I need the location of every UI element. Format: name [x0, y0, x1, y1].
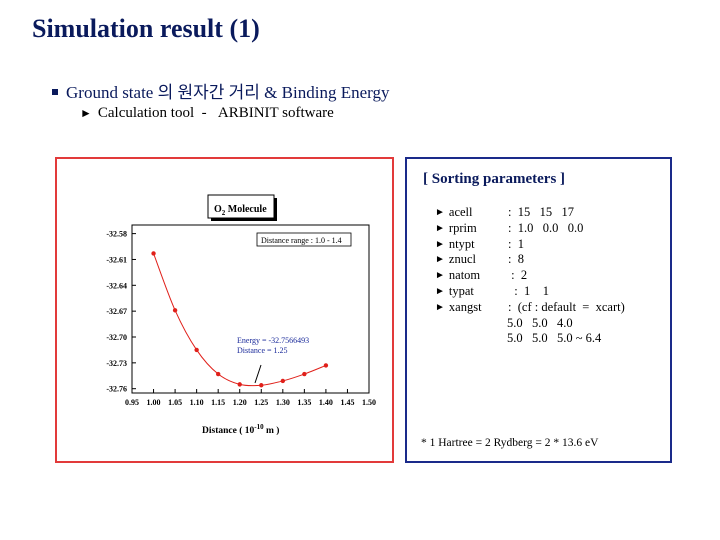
param-key: acell	[448, 205, 473, 219]
param-value: : 8	[504, 252, 525, 267]
x-tick-label: 1.30	[276, 398, 290, 407]
bullet-main: Ground state 의 원자간 거리 & Binding Energy	[52, 78, 389, 103]
param-row: ► natom : 2	[435, 268, 625, 284]
bullet-sub-prefix: Calculation tool	[97, 105, 195, 121]
bullet-sub-dash: -	[201, 105, 207, 121]
data-point	[280, 378, 286, 384]
legend-title-shadow-bottom	[211, 218, 277, 221]
param-extra-value: 5.0 5.0 4.0	[507, 315, 573, 330]
y-tick-label: -32.73	[106, 359, 127, 368]
data-point	[323, 363, 329, 368]
energy-annotation: Energy = -32.7566493	[237, 336, 309, 345]
param-key: xangst	[448, 299, 482, 314]
data-point	[151, 251, 156, 256]
triangle-bullet-icon: ►	[435, 254, 445, 266]
data-point	[259, 383, 264, 388]
param-extra-line: 5.0 5.0 5.0 ~ 6.4	[435, 331, 625, 347]
param-value: : 15 15 17	[504, 205, 575, 219]
x-tick-label: 1.15	[211, 398, 225, 407]
plot-panel: O2 Molecule Distance range : 1.0 - 1.4 -…	[55, 157, 394, 463]
param-row: ► znucl : 8	[435, 252, 625, 268]
plot-frame	[131, 224, 370, 394]
series-points	[151, 251, 329, 388]
x-tick-label: 1.50	[362, 398, 376, 407]
y-tick-label: -32.64	[106, 281, 127, 290]
param-value: : (cf : default = xcart)	[504, 299, 625, 314]
annotation-pointer	[254, 364, 262, 384]
param-key: ntypt	[448, 236, 475, 251]
data-point	[237, 382, 242, 387]
data-point	[194, 347, 199, 353]
bullet-sub: ► Calculation tool - ARBINIT software	[80, 105, 334, 122]
x-axis: 0.95 1.00 1.05 1.10 1.15 1.20 1.25 1.30 1.35 1.40…	[125, 389, 376, 407]
x-tick-label: 1.05	[168, 398, 182, 407]
param-row: ► xangst : (cf : default = xcart)	[435, 300, 625, 316]
param-key: znucl	[448, 252, 476, 267]
bullet-sub-tool: ARBINIT software	[217, 105, 334, 121]
y-tick-label: -32.76	[106, 385, 127, 394]
range-label: Distance range : 1.0 - 1.4	[261, 236, 342, 245]
x-tick-label: 1.25	[254, 398, 268, 407]
unit-note: * 1 Hartree = 2 Rydberg = 2 * 13.6 eV	[421, 437, 599, 449]
x-tick-label: 1.00	[147, 398, 161, 407]
x-tick-label: 1.45	[340, 398, 354, 407]
x-tick-label: 0.95	[125, 398, 139, 407]
param-key: natom	[448, 268, 481, 283]
param-extra-value: 5.0 5.0 5.0 ~ 6.4	[507, 331, 602, 346]
triangle-bullet-icon: ►	[435, 207, 445, 218]
x-tick-label: 1.40	[319, 398, 333, 407]
triangle-bullet-icon: ►	[435, 301, 445, 313]
x-tick-label: 1.10	[190, 398, 204, 407]
data-point	[302, 371, 307, 377]
arrow-bullet-icon: ►	[80, 106, 92, 120]
triangle-bullet-icon: ►	[435, 238, 445, 250]
parameters-list: ► acell : 15 15 17 ► rprim : 1.0 0.0 0.0 ►…	[435, 205, 625, 347]
x-tick-label: 1.35	[297, 398, 311, 407]
legend-title: O2 Molecule	[214, 204, 267, 217]
param-value: : 2	[504, 268, 528, 283]
square-bullet-icon	[52, 89, 58, 96]
param-row: ► acell : 15 15 17	[435, 205, 625, 221]
param-extra-line: 5.0 5.0 4.0	[435, 316, 625, 332]
bullet-main-text: Ground state 의 원자간 거리 & Binding Energy	[66, 83, 390, 102]
param-row: ► rprim : 1.0 0.0 0.0	[435, 221, 625, 237]
triangle-bullet-icon: ►	[435, 222, 445, 234]
y-tick-label: -32.61	[106, 255, 127, 264]
param-value: : 1.0 0.0 0.0	[504, 220, 584, 235]
y-tick-label: -32.58	[106, 230, 127, 239]
data-point	[215, 371, 221, 377]
legend-title-shadow-right	[274, 198, 277, 221]
param-row: ► typat : 1 1	[435, 284, 625, 300]
param-value: : 1	[504, 236, 525, 251]
y-axis: -32.58 -32.61 -32.64 -32.67 -32.70 -32.73 -32.…	[106, 230, 136, 394]
data-point	[172, 308, 178, 313]
y-tick-label: -32.67	[106, 307, 127, 316]
series-line	[153, 253, 327, 387]
x-axis-label: Distance ( 10-10 m )	[202, 423, 279, 436]
distance-annotation: Distance = 1.25	[237, 346, 288, 355]
range-box	[256, 232, 352, 247]
x-tick-label: 1.20	[233, 398, 247, 407]
triangle-bullet-icon: ►	[435, 270, 445, 282]
triangle-bullet-icon: ►	[435, 285, 445, 297]
param-key: rprim	[448, 220, 477, 235]
slide-title: Simulation result (1)	[32, 14, 260, 43]
energy-distance-chart: O2 Molecule Distance range : 1.0 - 1.4 -…	[106, 194, 376, 436]
param-key: typat	[448, 283, 474, 298]
parameters-panel: [ Sorting parameters ] ► acell : 15 15 17…	[405, 157, 672, 463]
param-row: ► ntypt : 1	[435, 237, 625, 253]
param-value: : 1 1	[504, 283, 550, 298]
parameters-title: [ Sorting parameters ]	[423, 171, 566, 187]
y-tick-label: -32.70	[106, 333, 127, 342]
